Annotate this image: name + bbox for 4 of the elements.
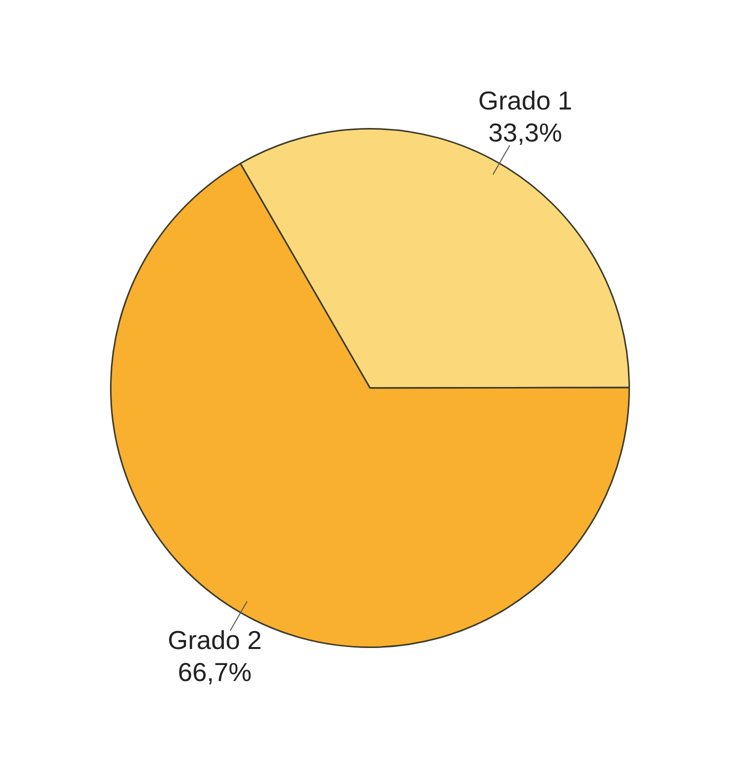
- slice-label: Grado 2: [168, 624, 262, 655]
- slice-label: Grado 1: [478, 86, 572, 116]
- data-label: 33,3%: [488, 118, 562, 148]
- data-label: 66,7%: [178, 656, 252, 687]
